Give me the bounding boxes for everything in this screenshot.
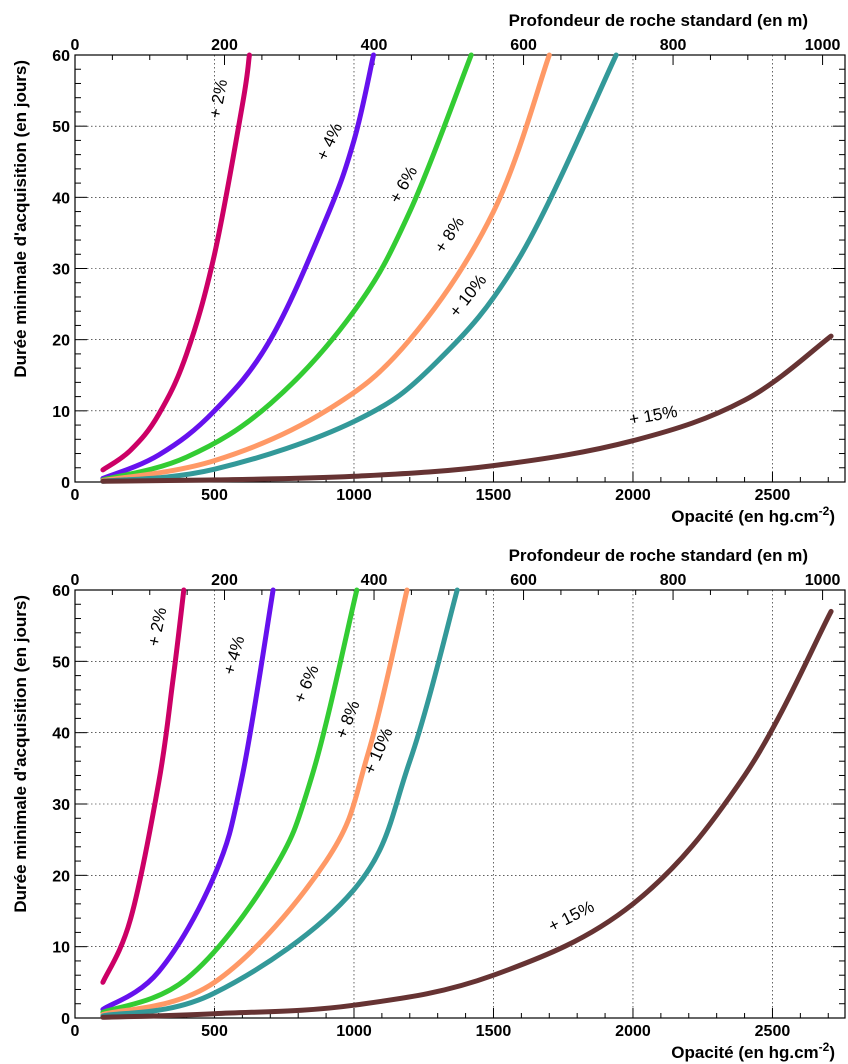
x-tick-label: 2000	[615, 487, 651, 504]
series-label: + 15%	[628, 402, 679, 429]
y-tick-label: 40	[52, 190, 70, 207]
x2-tick-label: 0	[71, 572, 80, 589]
y-tick-label: 10	[52, 404, 70, 421]
x-tick-label: 2500	[755, 487, 791, 504]
y-tick-label: 30	[52, 797, 70, 814]
x-axis-title: Opacité (en hg.cm-2)	[671, 504, 835, 526]
y-tick-label: 50	[52, 119, 70, 136]
y-tick-label: 20	[52, 333, 70, 350]
x2-tick-label: 0	[71, 37, 80, 54]
x-tick-label: 1500	[476, 1023, 512, 1040]
x-tick-label: 500	[201, 1023, 228, 1040]
y-axis-title: Durée minimale d'acquisition (en jours)	[11, 595, 30, 913]
x2-tick-label: 400	[361, 572, 388, 589]
x-tick-label: 2500	[755, 1023, 791, 1040]
series-label: + 10%	[360, 725, 397, 777]
series-line	[100, 587, 360, 1015]
y-axis-title: Durée minimale d'acquisition (en jours)	[11, 60, 30, 378]
x2-tick-label: 400	[361, 37, 388, 54]
chart-panel-1: 0 500 1000 1500 2000 2500 0 200 400 600 800 1000 0 10…	[11, 11, 846, 526]
series-line	[100, 587, 460, 1019]
x2-tick-label: 200	[211, 572, 238, 589]
x2-tick-label: 1000	[805, 37, 841, 54]
series-label: + 2%	[205, 78, 231, 120]
x2-tick-label: 600	[510, 37, 537, 54]
y-tick-label: 60	[52, 48, 70, 65]
series-line	[100, 333, 834, 484]
x2-tick-label: 800	[660, 572, 687, 589]
y-tick-label: 0	[61, 475, 70, 492]
series-line	[100, 52, 252, 473]
x-tick-label: 1000	[336, 487, 372, 504]
series-label: + 6%	[290, 662, 323, 706]
y-tick-label: 50	[52, 654, 70, 671]
series-label: + 8%	[332, 698, 364, 741]
series-label: + 2%	[144, 606, 171, 648]
x2-tick-label: 800	[660, 37, 687, 54]
series-line	[100, 52, 474, 483]
x-tick-label: 0	[71, 1023, 80, 1040]
series-line	[100, 52, 619, 484]
series-line	[100, 587, 276, 1012]
x2-tick-label: 600	[510, 572, 537, 589]
chart-panel-2: 0 500 1000 1500 2000 2500 0 200 400 600 800 1000 0 10…	[11, 546, 846, 1062]
x2-tick-label: 1000	[805, 572, 841, 589]
x-tick-label: 1000	[336, 1023, 372, 1040]
series-line	[100, 52, 552, 484]
series-line	[100, 608, 834, 1020]
series-line	[100, 587, 187, 985]
x-tick-label: 0	[71, 487, 80, 504]
x-axis-title: Opacité (en hg.cm-2)	[671, 1040, 835, 1062]
series-line	[100, 52, 376, 481]
x2-axis-title: Profondeur de roche standard (en m)	[509, 11, 808, 30]
y-tick-label: 60	[52, 583, 70, 600]
y-tick-label: 0	[61, 1011, 70, 1028]
x-tick-label: 500	[201, 487, 228, 504]
x2-axis-title: Profondeur de roche standard (en m)	[509, 546, 808, 565]
y-tick-label: 20	[52, 868, 70, 885]
x-tick-label: 2000	[615, 1023, 651, 1040]
series-label: + 4%	[312, 120, 346, 164]
y-tick-label: 30	[52, 262, 70, 279]
x-tick-label: 1500	[476, 487, 512, 504]
series-label: + 8%	[431, 213, 468, 256]
series-label: + 4%	[220, 634, 249, 677]
y-tick-label: 10	[52, 940, 70, 957]
x2-tick-label: 200	[211, 37, 238, 54]
series-line	[100, 587, 410, 1017]
y-tick-label: 40	[52, 726, 70, 743]
series-label: + 15%	[545, 897, 597, 936]
